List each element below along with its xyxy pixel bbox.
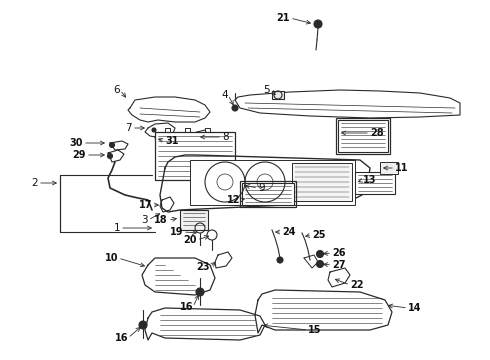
Text: 12: 12 [226, 195, 240, 205]
Bar [380, 162, 398, 174]
Bar [180, 210, 208, 230]
Circle shape [314, 20, 322, 28]
Text: 16: 16 [179, 302, 193, 312]
Text: 4: 4 [221, 90, 228, 100]
Text: 21: 21 [276, 13, 290, 23]
Bar [240, 181, 296, 207]
Bar [355, 172, 395, 194]
Bar [292, 163, 352, 201]
Text: 29: 29 [73, 150, 86, 160]
Circle shape [107, 153, 113, 158]
Circle shape [317, 261, 323, 267]
Text: 8: 8 [222, 132, 229, 142]
Bar [272, 91, 284, 99]
Text: 10: 10 [104, 253, 118, 263]
Text: 27: 27 [332, 260, 345, 270]
Text: 2: 2 [31, 178, 38, 188]
Text: 22: 22 [350, 280, 364, 290]
Text: 20: 20 [183, 235, 197, 245]
Text: 25: 25 [312, 230, 325, 240]
Text: 1: 1 [113, 223, 120, 233]
Text: 7: 7 [125, 123, 132, 133]
Text: 16: 16 [115, 333, 128, 343]
Circle shape [277, 257, 283, 263]
Text: 6: 6 [113, 85, 120, 95]
Circle shape [139, 321, 147, 329]
Text: 13: 13 [363, 175, 376, 185]
Text: 17: 17 [139, 200, 152, 210]
Text: 31: 31 [165, 136, 178, 146]
Circle shape [317, 251, 323, 257]
Bar [190, 160, 355, 205]
Text: 26: 26 [332, 248, 345, 258]
Text: 19: 19 [170, 227, 183, 237]
Text: 24: 24 [282, 227, 295, 237]
Bar [242, 183, 294, 205]
Text: 18: 18 [154, 215, 168, 225]
Bar [336, 118, 390, 154]
Bar [338, 120, 388, 152]
Circle shape [232, 105, 238, 111]
Text: 30: 30 [70, 138, 83, 148]
Text: 28: 28 [370, 128, 384, 138]
Text: 9: 9 [258, 183, 265, 193]
Text: 3: 3 [142, 215, 148, 225]
Text: 23: 23 [196, 262, 210, 272]
Circle shape [152, 128, 156, 132]
Circle shape [196, 288, 204, 296]
Bar [155, 132, 235, 180]
Text: 14: 14 [408, 303, 421, 313]
Text: 5: 5 [264, 85, 270, 95]
Text: 11: 11 [395, 163, 409, 173]
Circle shape [109, 143, 115, 148]
Text: 15: 15 [308, 325, 321, 335]
